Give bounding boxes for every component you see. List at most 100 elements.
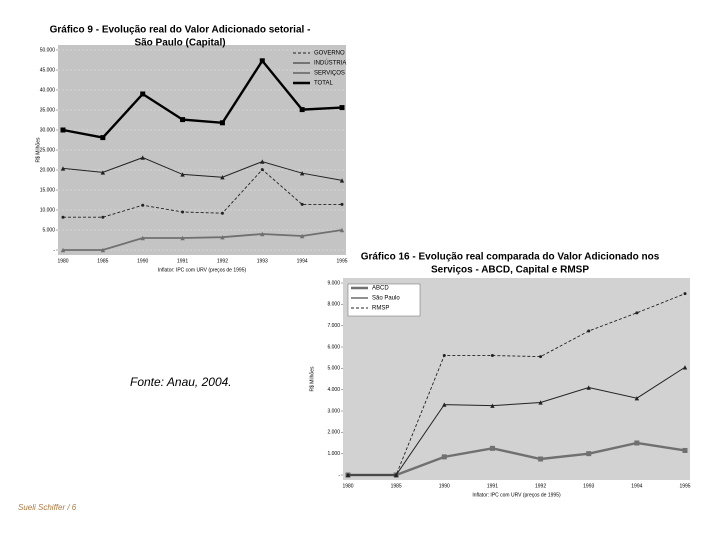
y-tick-label: 8.000 <box>327 302 340 308</box>
point <box>220 211 224 215</box>
series-line <box>63 229 343 251</box>
point <box>489 445 495 451</box>
footer: Sueli Schiffer / 6 <box>18 503 77 512</box>
point <box>340 202 344 206</box>
point <box>339 227 345 233</box>
point <box>181 210 185 214</box>
x-tick-label: 1995 <box>336 258 347 264</box>
point <box>61 215 65 219</box>
point <box>394 473 398 477</box>
x-tick-label: 1992 <box>217 258 228 264</box>
point <box>101 215 105 219</box>
point <box>220 235 225 240</box>
point <box>260 231 265 237</box>
y-tick-label: 20.000 <box>40 167 56 173</box>
point <box>60 247 66 253</box>
x-tick-label: 1995 <box>679 483 690 489</box>
y-tick-label: 35.000 <box>40 107 56 113</box>
y-tick-label: - <box>53 247 55 253</box>
x-tick-label: 1985 <box>391 483 402 489</box>
point <box>635 311 639 315</box>
y-axis-label: R$ Milhões <box>35 137 41 163</box>
legend-label: São Paulo <box>372 296 400 302</box>
point <box>180 172 185 177</box>
point <box>683 292 687 296</box>
y-tick-label: 5.000 <box>42 227 55 233</box>
series-line <box>63 168 342 218</box>
y-tick-label: 15.000 <box>40 187 56 193</box>
y-axis-label: R$ Milhões <box>309 366 315 392</box>
legend-label: INDÚSTRIA <box>314 60 346 67</box>
point <box>539 355 543 359</box>
point <box>442 354 446 358</box>
x-tick-label: 1980 <box>57 258 68 264</box>
y-tick-label: 40.000 <box>40 87 56 93</box>
point <box>100 170 106 175</box>
y-tick-label: 6.000 <box>327 344 340 350</box>
point <box>260 168 264 172</box>
legend-label: GOVERNO <box>314 51 345 57</box>
point <box>538 400 543 405</box>
y-tick-label: 5.000 <box>327 366 340 372</box>
legend-box <box>347 283 421 317</box>
point <box>587 329 591 333</box>
series-line <box>62 157 343 181</box>
point <box>219 120 225 126</box>
point <box>299 171 305 176</box>
legend-label: RMSP <box>372 306 389 312</box>
y-tick-label: 2.000 <box>327 430 340 436</box>
y-tick-label: 10.000 <box>40 207 56 213</box>
point <box>682 447 688 453</box>
legend-label: TOTAL <box>314 81 333 87</box>
y-tick-label: 4.000 <box>327 387 340 393</box>
point <box>442 402 447 407</box>
x-tick-label: 1992 <box>535 483 546 489</box>
series-line <box>348 441 686 477</box>
y-tick-label: - <box>338 472 340 478</box>
point <box>586 451 592 457</box>
y-tick-label: 30.000 <box>40 127 56 133</box>
point <box>141 203 145 207</box>
point <box>339 178 345 183</box>
point <box>682 365 688 370</box>
chart-title: Gráfico 16 - Evolução real comparada do … <box>361 252 660 263</box>
point <box>100 247 106 253</box>
x-tick-label: 1990 <box>439 483 450 489</box>
point <box>60 166 66 171</box>
chart-title: São Paulo (Capital) <box>134 38 225 49</box>
series-line <box>348 366 686 476</box>
y-tick-label: 1.000 <box>327 451 340 457</box>
point <box>634 396 640 401</box>
x-tick-label: 1994 <box>631 483 642 489</box>
chart-subtitle: Inflator: IPC com URV (preços de 1995) <box>158 267 247 273</box>
x-tick-label: 1993 <box>583 483 594 489</box>
series-line <box>348 293 686 476</box>
x-tick-label: 1991 <box>487 483 498 489</box>
y-tick-label: 9.000 <box>327 280 340 286</box>
chart-title: Serviços - ABCD, Capital e RMSP <box>431 265 589 276</box>
point <box>100 135 106 141</box>
point <box>140 91 146 97</box>
point <box>180 117 186 123</box>
point <box>339 105 345 111</box>
y-tick-label: 3.000 <box>327 408 340 414</box>
x-tick-label: 1994 <box>297 258 308 264</box>
point <box>300 202 304 206</box>
legend-label: SERVIÇOS <box>314 71 345 77</box>
point <box>299 107 305 113</box>
point <box>60 127 66 133</box>
point <box>441 454 447 460</box>
y-tick-label: 45.000 <box>40 67 56 73</box>
point <box>634 440 640 446</box>
point <box>490 403 495 408</box>
y-tick-label: 50.000 <box>40 47 56 53</box>
chart-title: Gráfico 9 - Evolução real do Valor Adici… <box>50 25 311 36</box>
point <box>140 155 145 160</box>
x-tick-label: 1980 <box>342 483 353 489</box>
x-tick-label: 1993 <box>257 258 268 264</box>
point <box>140 235 145 241</box>
y-tick-label: 25.000 <box>40 147 56 153</box>
source-note: Fonte: Anau, 2004. <box>130 375 232 389</box>
